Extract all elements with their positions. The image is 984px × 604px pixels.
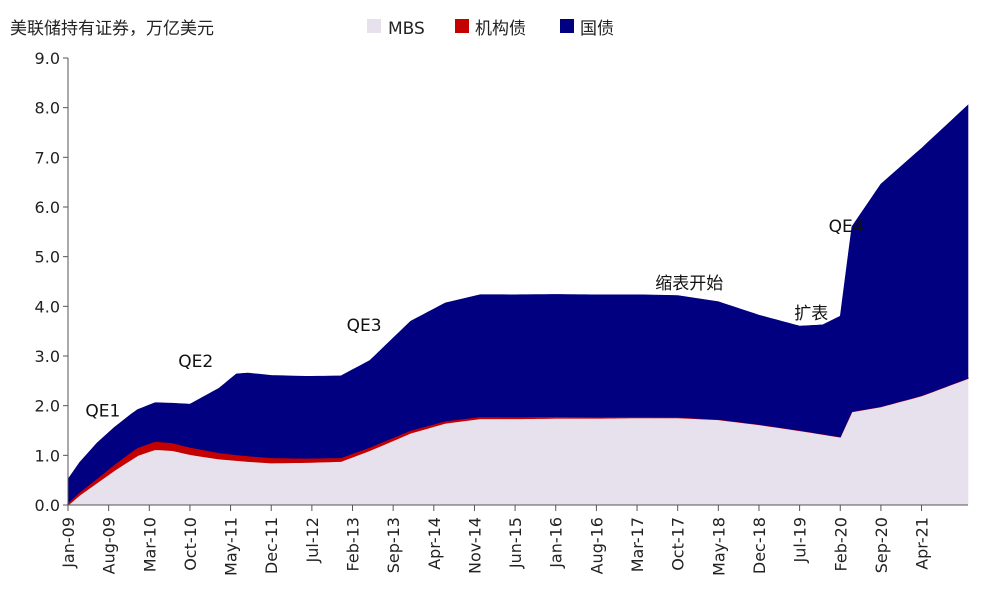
- x-tick-label: Aug-16: [587, 517, 606, 574]
- annotation-label: QE1: [85, 402, 120, 422]
- legend-label-agency: 机构债: [475, 19, 526, 39]
- y-tick-label: 3.0: [35, 347, 60, 366]
- y-tick-label: 0.0: [35, 496, 60, 515]
- y-tick-label: 6.0: [35, 198, 60, 217]
- legend-swatch-treasury: [560, 19, 574, 33]
- x-tick-label: Apr-14: [425, 517, 444, 570]
- annotation-label: 缩表开始: [655, 274, 723, 294]
- y-tick-label: 9.0: [35, 49, 60, 68]
- x-tick-label: Feb-20: [831, 517, 850, 571]
- legend-label-treasury: 国债: [580, 19, 614, 39]
- x-tick-label: Aug-09: [100, 517, 119, 574]
- annotation-label: QE4: [829, 217, 864, 237]
- annotation-label: QE2: [178, 352, 213, 372]
- area-treasury: [67, 104, 969, 504]
- x-tick-label: Feb-13: [344, 517, 363, 571]
- legend-swatch-mbs: [367, 19, 381, 33]
- x-tick-label: May-18: [709, 517, 728, 576]
- x-tick-label: Jan-09: [59, 517, 78, 569]
- x-tick-label: Mar-17: [628, 517, 647, 572]
- x-tick-label: Jun-15: [506, 517, 525, 569]
- chart-title-group: 美联储持有证券，万亿美元: [10, 19, 214, 39]
- legend-label-mbs: MBS: [388, 19, 425, 39]
- annotation-label: 扩表: [794, 304, 828, 324]
- y-tick-label: 1.0: [35, 446, 60, 465]
- x-tick-label: Sep-20: [872, 517, 891, 573]
- axes: 0.0 1.0 2.0 3.0 4.0 5.0 6.0 7.0 8.0 9.0 Jan-09 Aug-…: [35, 49, 968, 576]
- y-tick-label: 5.0: [35, 248, 60, 267]
- x-tick-label: Jan-16: [547, 517, 566, 569]
- x-tick-label: Oct-17: [669, 517, 688, 571]
- x-tick-label: Dec-11: [262, 517, 281, 574]
- y-tick-label: 8.0: [35, 99, 60, 118]
- chart-title: 美联储持有证券，万亿美元: [10, 19, 214, 39]
- x-tick-label: Mar-10: [140, 517, 159, 572]
- legend: MBS 机构债 国债: [367, 19, 614, 39]
- x-tick-label: Dec-18: [750, 517, 769, 574]
- annotation-label: QE3: [347, 316, 382, 336]
- x-tick-label: Oct-10: [181, 517, 200, 571]
- x-tick-label: May-11: [222, 517, 241, 576]
- x-tick-label: Jul-12: [303, 517, 322, 563]
- x-tick-label: Apr-21: [913, 517, 932, 570]
- y-tick-label: 2.0: [35, 397, 60, 416]
- legend-swatch-agency: [455, 19, 469, 33]
- x-tick-label: Jul-19: [791, 517, 810, 563]
- y-tick-label: 7.0: [35, 148, 60, 167]
- area-layer: [67, 104, 969, 507]
- y-tick-label: 4.0: [35, 297, 60, 316]
- x-tick-label: Sep-13: [384, 517, 403, 573]
- x-tick-label: Nov-14: [465, 517, 484, 574]
